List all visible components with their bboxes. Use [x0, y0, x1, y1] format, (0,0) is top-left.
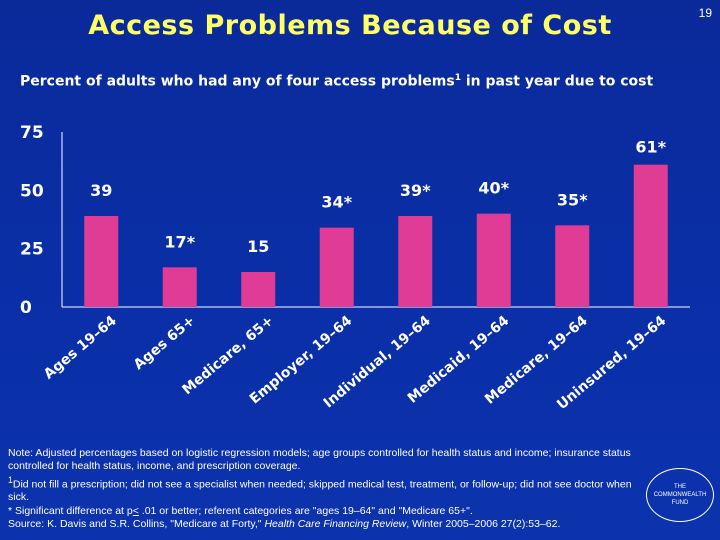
- significance-pre: * Significant difference at p: [8, 504, 133, 517]
- note-significance: * Significant difference at p< .01 or be…: [8, 505, 640, 518]
- x-label-0: Ages 19–64: [41, 313, 120, 383]
- note-footnote-1: 1Did not fill a prescription; did not se…: [8, 474, 640, 505]
- chart-subtitle: Percent of adults who had any of four ac…: [20, 70, 660, 91]
- note-source: Source: K. Davis and S.R. Collins, "Medi…: [8, 518, 640, 531]
- data-label-7: 61*: [635, 138, 666, 157]
- logo-line-3: FUND: [671, 500, 689, 506]
- slide-number: 19: [698, 6, 712, 20]
- bar-1: [162, 267, 197, 307]
- y-tick-3: 75: [20, 123, 44, 143]
- x-label-1: Ages 65+: [131, 313, 199, 373]
- data-label-2: 15: [247, 237, 269, 256]
- bar-0: [84, 216, 119, 307]
- source-journal: Health Care Financing Review: [264, 517, 407, 530]
- subtitle-rest: in past year due to cost: [460, 73, 654, 90]
- data-label-6: 35*: [557, 190, 588, 209]
- footnote-text: Did not fill a prescription; did not see…: [8, 478, 632, 504]
- bar-5: [476, 213, 511, 307]
- bar-7: [633, 164, 668, 307]
- source-pre: Source: K. Davis and S.R. Collins, "Medi…: [8, 517, 265, 530]
- logo-line-2: COMMONWEALTH: [653, 492, 707, 498]
- note-adjusted: Note: Adjusted percentages based on logi…: [8, 447, 631, 473]
- y-tick-1: 25: [20, 240, 44, 260]
- y-tick-2: 50: [20, 181, 44, 201]
- slide-title: Access Problems Because of Cost: [88, 10, 612, 41]
- source-post: , Winter 2005–2006 27(2):53–62.: [406, 517, 561, 530]
- footnote-mark: 1: [8, 474, 13, 485]
- data-label-4: 39*: [400, 181, 431, 200]
- bar-6: [555, 225, 590, 307]
- y-tick-labels: 0 25 50 75: [20, 123, 44, 318]
- significance-operator: <: [132, 504, 139, 517]
- bar-4: [398, 216, 433, 307]
- data-label-1: 17*: [164, 232, 195, 251]
- data-label-3: 34*: [321, 193, 352, 212]
- subtitle-main: Percent of adults who had any of four ac…: [20, 73, 455, 90]
- bar-chart: 0 25 50 75 39 17* 15 34* 39* 40* 35* 61* Ages 19–6…: [20, 123, 690, 413]
- commonwealth-fund-logo: THE COMMONWEALTH FUND: [646, 468, 714, 522]
- data-label-0: 39: [90, 181, 112, 200]
- bar-2: [241, 272, 276, 307]
- chart-notes: Note: Adjusted percentages based on logi…: [8, 447, 640, 531]
- subtitle-footnote-mark: 1: [454, 73, 461, 83]
- x-tick-labels: Ages 19–64 Ages 65+Medicare, 65+Employer,…: [41, 313, 670, 413]
- bar-3: [319, 227, 354, 307]
- significance-post: .01 or better; referent categories are "…: [138, 504, 473, 517]
- y-tick-0: 0: [20, 298, 32, 318]
- bars: [84, 164, 668, 307]
- data-label-5: 40*: [478, 179, 509, 198]
- data-labels: 39 17* 15 34* 39* 40* 35* 61*: [90, 138, 667, 256]
- logo-line-1: THE: [674, 484, 686, 490]
